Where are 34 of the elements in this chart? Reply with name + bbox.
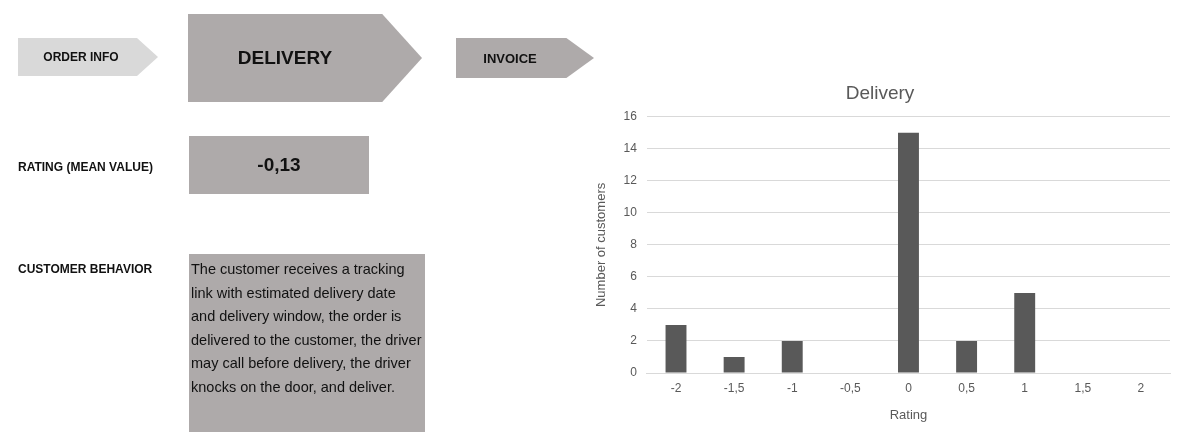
bar [898,132,919,373]
y-tick-label: 14 [623,141,638,156]
x-tick-label: -2 [670,380,682,395]
text: ORDER INFO [43,50,119,64]
bar [665,324,687,373]
bar [781,340,803,373]
text: CUSTOMER BEHAVIOR [18,262,153,276]
text: DELIVERY [237,47,333,69]
x-tick-label: 1,5 [1074,380,1092,395]
x-tick-label: -1,5 [723,380,745,395]
text: The customer receives a tracking link with estimated delivery date and delivery window, the order is delivered to the customer, the driver may call before delivery, the driver knocks on the door, and deliver. [191,261,422,395]
text: INVOICE [483,50,537,66]
x-tick-label: 2 [1137,380,1145,395]
bar [723,356,745,373]
x-tick-label: -1 [786,380,798,395]
y-axis-title: Number of customers [593,182,609,308]
y-tick-label: 10 [623,205,638,220]
y-tick-label: 2 [630,333,638,348]
x-tick-label: -0,5 [840,380,862,395]
x-tick-label: 0 [905,380,913,395]
x-tick-label: 0,5 [958,380,976,395]
x-tick-label: 1 [1021,380,1029,395]
chart-title: Delivery [845,81,915,103]
y-tick-label: 0 [630,365,638,380]
text: RATING (MEAN VALUE) [18,160,153,174]
y-tick-label: 8 [630,237,638,252]
x-axis-title: Rating [889,406,928,422]
bar [956,340,978,373]
y-tick-label: 12 [623,173,638,188]
y-tick-label: 16 [623,109,638,124]
text: -0,13 [257,154,301,176]
y-tick-label: 4 [630,301,638,316]
bar [1014,292,1036,373]
y-tick-label: 6 [630,269,638,284]
